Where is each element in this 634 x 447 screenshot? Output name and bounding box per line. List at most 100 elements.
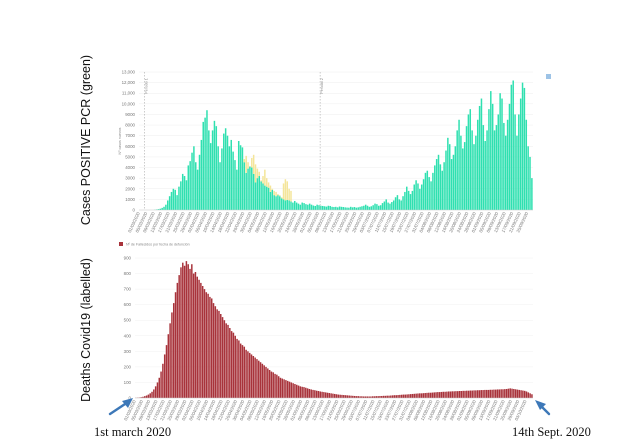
cases-bar [506, 119, 509, 210]
cases-bar [196, 169, 199, 210]
cases-bar [206, 110, 208, 210]
cases-bar [443, 162, 445, 210]
deaths-bar [399, 394, 401, 398]
deaths-bar [469, 390, 472, 398]
deaths-bar [254, 357, 256, 398]
cases-bar [458, 119, 460, 210]
deaths-bar [509, 388, 511, 398]
cases-bar [381, 203, 384, 210]
deaths-bar [386, 395, 388, 398]
cases-bar [318, 205, 320, 210]
deaths-bar [145, 395, 148, 398]
deaths-bar [379, 395, 381, 398]
end-date-label: 14th Sept. 2020 [512, 425, 591, 439]
deaths-bar [218, 310, 220, 398]
deaths-bar [185, 261, 188, 398]
deaths-bar [348, 395, 350, 398]
period-line-label: Periodo 1 [145, 78, 149, 93]
cases-legend-marker [546, 74, 551, 79]
cases-bar [437, 154, 440, 210]
deaths-bar [153, 389, 155, 398]
deaths-bar [471, 390, 473, 398]
cases-bar [478, 105, 481, 210]
cases-y-tick-label: 12,000 [122, 80, 136, 85]
cases-bar [290, 201, 292, 210]
deaths-bar [415, 393, 417, 398]
deaths-bar [258, 360, 260, 398]
end-arrow-head [535, 400, 546, 410]
deaths-bar [225, 323, 227, 398]
deaths-bar [281, 378, 284, 398]
deaths-bar [172, 303, 175, 398]
cases-bar [265, 186, 268, 210]
cases-secondary-bar [256, 168, 259, 179]
cases-y-tick-label: 3000 [125, 176, 135, 181]
deaths-bar [227, 324, 229, 398]
cases-secondary-bar [284, 179, 287, 201]
deaths-bar [355, 396, 358, 398]
deaths-bar [248, 352, 251, 398]
deaths-bar [513, 388, 515, 398]
cases-secondary-bar [258, 171, 261, 177]
cases-bar [424, 172, 427, 210]
cases-bar [232, 151, 234, 210]
cases-bar [159, 208, 162, 210]
deaths-bar [288, 381, 291, 398]
deaths-bar [491, 389, 493, 398]
deaths-bar [370, 396, 372, 398]
cases-secondary-bar [275, 191, 277, 197]
deaths-bar [384, 395, 387, 398]
cases-bar [308, 203, 311, 210]
cases-bar [325, 206, 328, 210]
deaths-bar [147, 394, 150, 398]
cases-bar [202, 121, 204, 210]
cases-y-tick-label: 4000 [125, 165, 135, 170]
cases-bar [428, 177, 430, 210]
cases-bar [252, 173, 255, 210]
cases-bar [448, 144, 451, 210]
cases-bar [217, 146, 219, 210]
deaths-bar [487, 389, 490, 398]
cases-bar [372, 205, 374, 210]
deaths-bar [221, 317, 224, 398]
deaths-bar [482, 390, 484, 398]
deaths-bar [319, 391, 322, 398]
deaths-bar [390, 395, 392, 398]
cases-bar [185, 180, 188, 210]
cases-bar [495, 125, 498, 210]
cases-bar [419, 188, 421, 210]
cases-bar [529, 156, 531, 210]
end-arrow [535, 400, 551, 416]
deaths-bar [404, 394, 407, 398]
deaths-bar [466, 390, 468, 398]
deaths-bar [493, 389, 495, 398]
deaths-y-tick-label: 800 [124, 271, 132, 276]
cases-secondary-bar [254, 164, 257, 183]
deaths-bar [239, 343, 242, 398]
deaths-bar [406, 394, 408, 398]
cases-bar [165, 204, 167, 210]
deaths-bar [420, 393, 423, 398]
deaths-bar [321, 391, 323, 398]
cases-bar [504, 135, 507, 210]
deaths-bar [305, 387, 307, 398]
start-arrow-head [122, 398, 133, 408]
deaths-bar [435, 392, 437, 398]
cases-bar [247, 168, 249, 210]
cases-bar [379, 205, 382, 210]
cases-bar [463, 142, 466, 210]
deaths-bar [261, 363, 264, 398]
deaths-bar [330, 393, 332, 398]
deaths-bar [453, 391, 455, 398]
deaths-bar [478, 390, 481, 398]
cases-bar [366, 205, 369, 210]
deaths-legend-label: Nº de Fallecidos por fecha de defunción [126, 243, 190, 247]
cases-bar [370, 206, 373, 210]
deaths-bar [424, 393, 426, 398]
start-date-label: 1st march 2020 [94, 425, 171, 439]
deaths-y-tick-label: 600 [124, 302, 132, 307]
cases-y-tick-label: 0 [133, 208, 136, 213]
cases-bar [469, 109, 472, 210]
cases-bar [394, 197, 397, 210]
